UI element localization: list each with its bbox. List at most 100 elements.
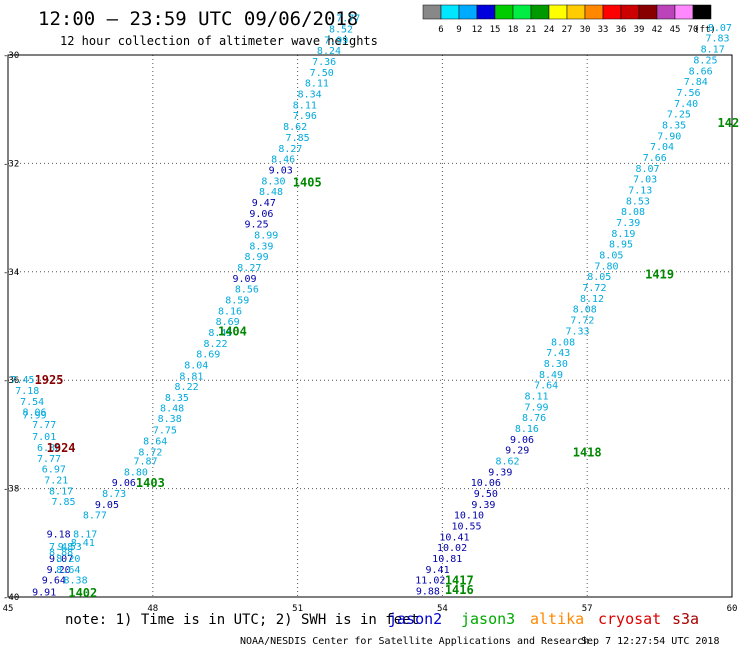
pass-label: 1419 <box>645 268 674 282</box>
wave-height-point: 8.69 <box>216 317 240 328</box>
wave-height-point: 8.46 <box>271 155 295 166</box>
wave-height-point: 7.80 <box>594 261 618 272</box>
y-tick-label: -30 <box>3 51 19 61</box>
wave-height-point: 7.99 <box>324 35 348 46</box>
scale-swatch <box>692 4 712 20</box>
scale-swatch <box>422 4 442 20</box>
scale-swatch <box>638 4 658 20</box>
satellite-legend-cryosat: cryosat <box>598 610 661 628</box>
wave-height-point: 8.07 <box>708 23 732 34</box>
wave-height-point: 8.53 <box>626 196 650 207</box>
wave-height-point: 9.39 <box>471 500 495 511</box>
scale-unit: (ft) <box>694 25 716 35</box>
satellite-legend: jason2 jason3 altika cryosat s3a <box>388 610 699 628</box>
wave-height-point: 11.02 <box>415 576 445 587</box>
scale-swatch <box>674 4 694 20</box>
scale-label: 45 <box>670 25 681 35</box>
wave-height-point: 8.17 <box>49 486 73 497</box>
wave-height-point: 8.81 <box>179 371 203 382</box>
wave-height-point: 7.75 <box>153 426 177 437</box>
wave-height-point: 9.88 <box>416 587 440 598</box>
wave-height-point: 8.07 <box>635 164 659 175</box>
scale-swatch <box>656 4 676 20</box>
scale-swatch <box>584 4 604 20</box>
wave-height-point: 7.77 <box>37 454 61 465</box>
wave-height-point: 7.87 <box>134 457 158 468</box>
wave-height-point: 8.38 <box>64 576 88 587</box>
x-tick-label: 57 <box>582 604 593 614</box>
scale-label: 27 <box>562 25 573 35</box>
wave-height-point: 7.99 <box>22 410 46 421</box>
scale-swatch <box>512 4 532 20</box>
pass-label: 1418 <box>573 445 602 459</box>
wave-height-point: 8.24 <box>317 46 341 57</box>
wave-height-point: 9.07 <box>49 554 73 565</box>
x-tick-label: 54 <box>437 604 448 614</box>
wave-height-point: 9.18 <box>47 530 71 541</box>
credit-text: NOAA/NESDIS Center for Satellite Applica… <box>240 636 589 647</box>
wave-height-point: 7.40 <box>674 99 698 110</box>
pass-label: 1416 <box>445 583 474 597</box>
wave-height-point: 9.20 <box>47 565 71 576</box>
wave-height-point: 6.86 <box>37 443 61 454</box>
satellite-legend-jason2: jason2 <box>388 610 442 628</box>
wave-height-point: 8.08 <box>551 337 575 348</box>
wave-height-point: 8.06 <box>22 408 46 419</box>
scale-label: 30 <box>580 25 591 35</box>
wave-height-point: 7.01 <box>32 432 56 443</box>
y-tick-label: -36 <box>3 376 19 386</box>
pass-label: 1924 <box>47 441 76 455</box>
satellite-legend-altika: altika <box>530 610 584 628</box>
wave-height-point: 7.45 <box>10 375 34 386</box>
pass-label: 1417 <box>445 574 474 588</box>
scale-label: 33 <box>598 25 609 35</box>
wave-height-point: 7.50 <box>310 68 334 79</box>
pass-label: 1405 <box>293 175 322 189</box>
wave-height-point: 9.05 <box>95 500 119 511</box>
wave-height-point: 7.72 <box>582 283 606 294</box>
scale-label: 9 <box>456 25 461 35</box>
wave-height-point: 8.17 <box>701 45 725 56</box>
scale-label: 24 <box>544 25 555 35</box>
wave-height-point: 7.48 <box>49 542 73 553</box>
wave-height-point: 8.25 <box>693 55 717 66</box>
pass-label: 1404 <box>218 324 247 338</box>
wave-height-point: 8.95 <box>609 240 633 251</box>
wave-height-point: 9.47 <box>252 198 276 209</box>
wave-height-point: 9.53 <box>58 542 82 553</box>
axis-tick-labels: 45 48 51 54 57 60 -30 -32 -34 -36 -38 -40 <box>3 51 738 614</box>
wave-height-point: 9.91 <box>32 588 56 599</box>
wave-height-point: 8.08 <box>621 207 645 218</box>
scale-swatch <box>566 4 586 20</box>
wave-height-point: 8.62 <box>283 122 307 133</box>
wave-height-point: 8.69 <box>196 350 220 361</box>
x-tick-label: 60 <box>727 604 738 614</box>
color-scale-legend: 6 9 12 15 18 21 24 27 30 33 36 39 42 45 70(ft) <box>422 4 716 35</box>
wave-height-point: 9.25 <box>245 220 269 231</box>
wave-height-point: 7.83 <box>705 34 729 45</box>
wave-height-point: 10.02 <box>437 543 467 554</box>
wave-height-point: 9.06 <box>112 478 136 489</box>
wave-height-point: 8.11 <box>524 391 548 402</box>
wave-height-point: 7.36 <box>312 57 336 68</box>
wave-height-point: 7.39 <box>616 218 640 229</box>
wave-height-point: 8.39 <box>249 241 273 252</box>
wave-height-point: 9.06 <box>249 209 273 220</box>
y-tick-label: -34 <box>3 268 19 278</box>
timestamp-text: Sep 7 12:27:54 UTC 2018 <box>581 636 719 647</box>
wave-height-point: 8.11 <box>305 79 329 90</box>
wave-height-point: 8.99 <box>245 252 269 263</box>
wave-height-point: 7.77 <box>336 14 360 25</box>
wave-height-point: 10.06 <box>471 478 501 489</box>
wave-height-point: 8.27 <box>278 144 302 155</box>
wave-height-point: 8.16 <box>218 306 242 317</box>
wave-height-point: 7.43 <box>546 348 570 359</box>
wave-height-point: 7.99 <box>524 402 548 413</box>
wave-height-point: 8.76 <box>522 413 546 424</box>
satellite-legend-jason3: jason3 <box>461 610 515 628</box>
wave-height-point: 8.16 <box>515 424 539 435</box>
wave-height-point: 8.45 <box>208 328 232 339</box>
wave-height-point: 8.73 <box>102 489 126 500</box>
